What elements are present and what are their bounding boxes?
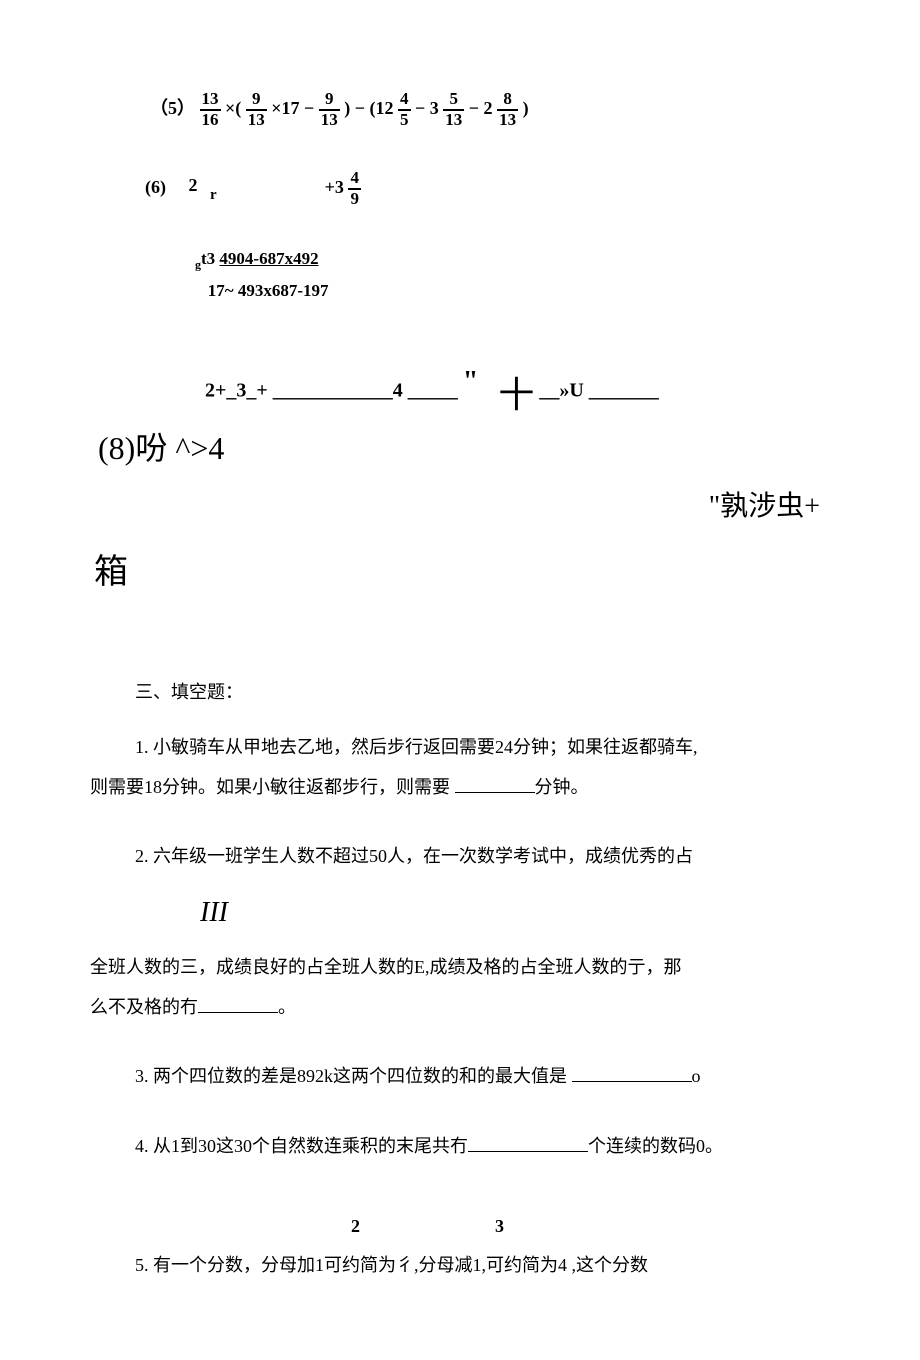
p5-label: （5）: [150, 98, 195, 118]
p8-box: 箱: [94, 544, 830, 593]
problem-5-expr: （5） 1316 ×( 913 ×17 − 913 ) − (12 45 − 3…: [150, 98, 529, 118]
problem-6: (6) 2 r +3 49: [145, 169, 830, 208]
question-2-cont1: 全班人数的三，成绩良好的占全班人数的E,成绩及格的占全班人数的亍，那: [90, 948, 830, 988]
q2-iii: III: [200, 882, 830, 944]
p8-main: (8)吩 ^>4: [98, 423, 830, 469]
frac-4-5: 45: [398, 90, 411, 129]
question-1: 1. 小敏骑车从甲地去乙地，然后步行返回需要24分钟；如果往返都骑车,: [135, 728, 830, 768]
frac-5-13: 513: [443, 90, 464, 129]
blank-q1: [455, 775, 535, 793]
section-3: 三、填空题： 1. 小敏骑车从甲地去乙地，然后步行返回需要24分钟；如果往返都骑…: [90, 673, 830, 1286]
frac-9-13a: 913: [246, 90, 267, 129]
problem-5: （5） 1316 ×( 913 ×17 − 913 ) − (12 45 − 3…: [150, 90, 830, 129]
section-3-title: 三、填空题：: [135, 673, 830, 713]
blank-q3: [572, 1064, 692, 1082]
q5-numbers: 2 3: [135, 1207, 830, 1247]
p6-sub: r: [210, 187, 217, 203]
question-1-cont: 则需要18分钟。如果小敏往返都步行，则需要 分钟。: [90, 768, 830, 808]
problem-6-expr: (6) 2 r +3 49: [145, 177, 361, 197]
problem-8: 2+_3_+ ____________4 _____ " 十 __»U ____…: [90, 366, 830, 593]
question-2-cont2: 么不及格的冇。: [90, 988, 830, 1028]
frac-13-16: 1316: [200, 90, 221, 129]
p7-bot: 17~ 493x687-197: [208, 281, 329, 300]
blank-q4: [468, 1134, 588, 1152]
frac-4-9: 49: [348, 169, 361, 208]
p8-top-line: 2+_3_+ ____________4 _____ " 十 __»U ____…: [205, 366, 830, 418]
problem-7: gt3 4904-687x492 17~ 493x687-197: [195, 244, 830, 307]
p8-right: "孰涉虫+: [90, 484, 820, 524]
question-3: 3. 两个四位数的差是892k这两个四位数的和的最大值是 o: [135, 1057, 830, 1097]
question-4: 4. 从1到30这30个自然数连乘积的末尾共冇个连续的数码0。: [135, 1127, 830, 1167]
p6-label: (6): [145, 177, 166, 197]
question-5: 5. 有一个分数，分母加1可约简为彳,分母减1,可约简为4 ,这个分数: [135, 1246, 830, 1286]
blank-q2: [198, 995, 278, 1013]
p7-top: 4904-687x492: [219, 249, 318, 268]
p6-sup: 2: [189, 175, 198, 195]
frac-9-13b: 913: [319, 90, 340, 129]
question-2: 2. 六年级一班学生人数不超过50人，在一次数学考试中，成绩优秀的占: [135, 837, 830, 877]
frac-8-13: 813: [497, 90, 518, 129]
